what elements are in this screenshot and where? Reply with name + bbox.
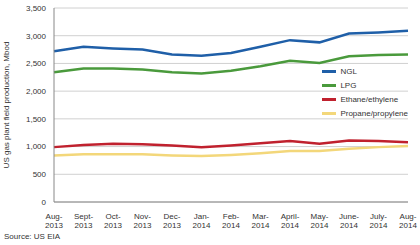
svg-text:Aug-2013: Aug-2013 <box>45 212 63 230</box>
svg-text:1,000: 1,000 <box>26 142 47 151</box>
svg-text:Jan-2014: Jan-2014 <box>193 212 211 230</box>
svg-text:April-2014: April-2014 <box>281 212 300 230</box>
svg-text:3,000: 3,000 <box>26 32 47 41</box>
svg-text:500: 500 <box>33 170 47 179</box>
svg-text:1,500: 1,500 <box>26 115 47 124</box>
html-text:Ethane/ethylene: Ethane/ethylene <box>340 94 399 104</box>
svg-text:Aug-2014: Aug-2014 <box>399 212 412 230</box>
svg-text:3,500: 3,500 <box>26 4 47 13</box>
svg-text:Mar-2014: Mar-2014 <box>252 212 270 230</box>
svg-text:US gas plant field production,: US gas plant field production, Mbod <box>8 42 11 169</box>
html-text:Source: US EIA: Source: US EIA <box>4 232 60 241</box>
svg-text:2,500: 2,500 <box>26 59 47 68</box>
svg-text:Dec-2013: Dec-2013 <box>163 212 181 230</box>
svg-text:0: 0 <box>42 198 47 207</box>
svg-text:Sept-2013: Sept-2013 <box>74 212 93 230</box>
svg-text:Feb-2014: Feb-2014 <box>222 212 240 230</box>
html-text:LPG: LPG <box>340 80 357 90</box>
svg-text:June-2014: June-2014 <box>339 212 359 230</box>
html-text:NGL: NGL <box>340 66 357 76</box>
svg-text:Oct-2013: Oct-2013 <box>104 212 122 230</box>
html-text:Propane/propylene: Propane/propylene <box>340 108 408 118</box>
svg-text:July-2014: July-2014 <box>370 212 388 230</box>
svg-text:2,000: 2,000 <box>26 87 47 96</box>
svg-text:May-2014: May-2014 <box>311 212 329 230</box>
svg-text:Nov-2013: Nov-2013 <box>134 212 152 230</box>
